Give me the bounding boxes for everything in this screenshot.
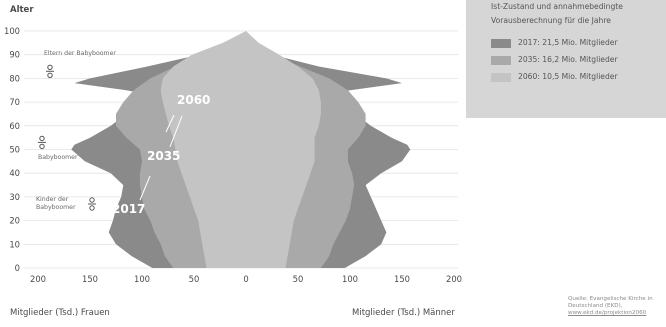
legend-label-2035: 2035: 16,2 Mio. Mitglieder — [518, 55, 618, 64]
x-tick-label-women: 150 — [82, 274, 98, 284]
annotation-eltern-babyboomer: Eltern der Babyboomer — [44, 50, 116, 57]
population-bands — [71, 31, 411, 268]
y-tick-label: 20 — [9, 216, 20, 226]
x-axis-title-men: Mitglieder (Tsd.) Männer — [352, 308, 455, 318]
person-icon — [38, 135, 46, 150]
legend-label-2017: 2017: 21,5 Mio. Mitglieder — [518, 38, 618, 47]
source-line-1: Quelle: Evangelische Kirche in — [568, 296, 653, 302]
source-link[interactable]: www.ekd.de/projektion2060 — [568, 310, 647, 317]
y-tick-label: 10 — [9, 239, 20, 249]
x-tick-label-men: 200 — [446, 274, 462, 284]
legend-heading: Ist-Zustand und annahmebedingte Vorausbe… — [491, 0, 623, 28]
x-tick-label-women: 100 — [134, 274, 150, 284]
x-axis-title-women: Mitglieder (Tsd.) Frauen — [10, 308, 110, 318]
year-label-2060: 2060 — [177, 93, 210, 107]
person-icon — [88, 197, 96, 211]
band-2060 — [160, 31, 321, 268]
source-note: Quelle: Evangelische Kirche in Deutschla… — [568, 296, 653, 318]
year-label-2017: 2017 — [112, 202, 145, 216]
annotation-kinder-babyboomer: Kinder der Babyboomer — [36, 196, 76, 211]
legend-swatch-2035 — [491, 56, 511, 65]
person-icon-head — [89, 197, 95, 203]
legend-heading-line-1: Ist-Zustand und annahmebedingte — [491, 2, 623, 11]
y-tick-label: 50 — [9, 145, 20, 155]
person-icon-head — [47, 64, 53, 70]
x-tick-label-men: 150 — [394, 274, 410, 284]
annotation-babyboomer: Babyboomer — [38, 154, 78, 161]
y-tick-label: 100 — [4, 26, 20, 36]
person-icon — [46, 64, 54, 78]
year-labels: 2017 2035 2060 — [112, 93, 210, 216]
y-tick-label: 40 — [9, 168, 20, 178]
y-tick-label: 60 — [9, 121, 20, 131]
legend-swatch-2060 — [491, 73, 511, 82]
year-pointer-2017 — [139, 175, 151, 201]
person-icon-body — [39, 143, 45, 150]
person-icon-body — [47, 72, 53, 78]
year-pointer-2035 — [169, 115, 183, 148]
source-line-2: Deutschland (EKD), — [568, 303, 623, 310]
axis-ticks: 0 10 20 30 40 50 60 70 80 90 100 200 150 100 50 0 50 100 1… — [4, 26, 462, 284]
year-pointer-2060 — [165, 114, 175, 133]
y-tick-label: 0 — [15, 263, 20, 273]
person-icon-body — [89, 205, 95, 211]
legend-swatch-2017 — [491, 39, 511, 48]
y-tick-label: 70 — [9, 97, 20, 107]
y-tick-label: 80 — [9, 73, 20, 83]
y-tick-label: 90 — [9, 50, 20, 60]
legend-label-2060: 2060: 10,5 Mio. Mitglieder — [518, 72, 618, 81]
annotation-icons — [38, 64, 96, 211]
year-label-2035: 2035 — [147, 149, 180, 163]
y-axis-title: Alter — [10, 5, 34, 15]
person-icon-head — [39, 135, 45, 142]
x-tick-label-women: 50 — [189, 274, 200, 284]
x-tick-label-men: 50 — [293, 274, 304, 284]
x-tick-label-women: 200 — [30, 274, 46, 284]
x-tick-label-men: 100 — [342, 274, 358, 284]
x-tick-label-women: 0 — [243, 274, 248, 284]
y-tick-label: 30 — [9, 192, 20, 202]
legend-heading-line-2: Vorausberechnung für die Jahre — [491, 16, 611, 25]
legend: Ist-Zustand und annahmebedingte Vorausbe… — [466, 0, 666, 118]
